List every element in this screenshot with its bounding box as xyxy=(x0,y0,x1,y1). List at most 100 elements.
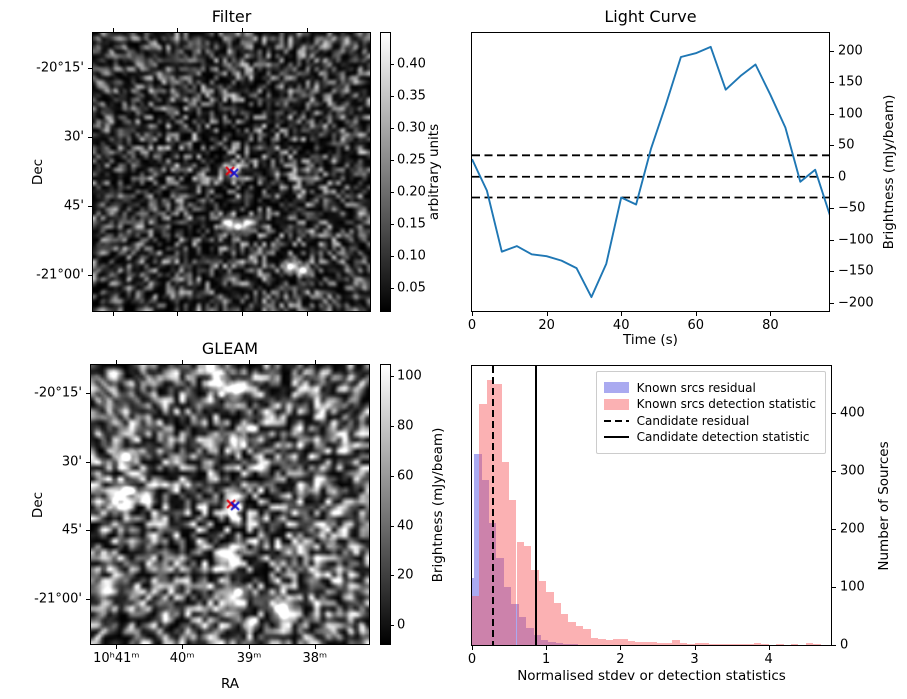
ra-tick-mark-top xyxy=(182,360,184,364)
lightcurve-y-tick-mark xyxy=(830,113,834,115)
colorbar-tick-mark xyxy=(391,96,394,98)
gleam-colorbar-label: Brightness (mJy/beam) xyxy=(430,427,446,582)
colorbar-tick-mark xyxy=(391,525,394,527)
histogram-x-tick-label: 2 xyxy=(616,652,625,667)
hist-bar-detection xyxy=(598,639,606,645)
hist-bar-detection xyxy=(583,629,591,645)
dec-tick-label: 30' xyxy=(63,129,84,145)
histogram-y-tick-label: 400 xyxy=(840,405,865,421)
histogram-x-tick-label: 3 xyxy=(690,652,699,667)
colorbar-tick-label: 100 xyxy=(397,368,422,384)
hist-bar-detection xyxy=(790,644,799,645)
dec-tick-label: 30' xyxy=(61,454,82,469)
legend-swatch-dashed-line-icon xyxy=(603,419,629,422)
dec-tick-label: -20°15' xyxy=(34,385,82,401)
legend-label: Known srcs residual xyxy=(636,380,756,395)
filter-plot-area xyxy=(92,32,371,312)
hist-bar-residual xyxy=(570,644,579,645)
lightcurve-y-tick-label: 150 xyxy=(838,74,863,90)
legend-item-known-srcs-detection: Known srcs detection statistic xyxy=(603,397,816,411)
legend-label: Known srcs detection statistic xyxy=(636,397,816,411)
lightcurve-y-tick-label: 50 xyxy=(838,137,855,153)
colorbar-tick-label: 0 xyxy=(397,617,406,633)
lightcurve-y-tick-label: 100 xyxy=(838,106,863,122)
ra-tick-mark xyxy=(249,645,251,649)
hist-bar-detection xyxy=(561,614,569,645)
hist-bar-residual xyxy=(518,617,527,645)
gleam-ylabel: Dec xyxy=(30,491,46,518)
hist-bar-residual xyxy=(540,640,549,645)
lightcurve-y-tick-mark xyxy=(830,145,834,147)
legend-item-candidate-residual: Candidate residual xyxy=(603,413,816,428)
legend-swatch-solid-line-icon xyxy=(603,436,629,438)
hist-bar-detection xyxy=(627,640,636,645)
hist-bar-detection xyxy=(753,643,762,645)
ra-tick-label: 40ᵐ xyxy=(169,651,195,666)
colorbar-tick-label: 0.40 xyxy=(397,56,426,72)
hist-bar-detection xyxy=(650,642,658,645)
colorbar-tick-label: 20 xyxy=(397,567,414,583)
colorbar-tick-mark xyxy=(391,625,394,627)
colorbar-tick-label: 60 xyxy=(397,468,414,484)
ra-tick-mark-top xyxy=(241,28,243,32)
hist-bar-residual xyxy=(511,604,519,645)
colorbar-tick-label: 0.25 xyxy=(397,152,426,168)
ra-tick-mark-top xyxy=(249,360,251,364)
hist-bar-detection xyxy=(672,640,680,645)
lightcurve-y-tick-mark xyxy=(830,208,834,210)
hist-bar-detection xyxy=(687,643,695,645)
colorbar-tick-mark xyxy=(391,63,394,65)
hist-bar-detection xyxy=(516,542,524,645)
hist-bar-detection xyxy=(612,639,621,645)
colorbar-tick-label: 0.20 xyxy=(397,184,426,200)
histogram-x-tick-mark xyxy=(620,646,622,650)
hist-bar-detection xyxy=(523,546,532,645)
colorbar-tick-mark xyxy=(391,475,394,477)
colorbar-tick-mark xyxy=(391,376,394,378)
ra-tick-mark-top xyxy=(177,28,179,32)
lightcurve-x-tick-label: 20 xyxy=(538,318,555,333)
lightcurve-x-tick-label: 0 xyxy=(467,318,477,333)
legend-label: Candidate residual xyxy=(636,413,750,428)
lightcurve-y-tick-mark xyxy=(830,82,834,84)
colorbar-tick-mark xyxy=(391,288,394,290)
hist-bar-detection xyxy=(553,602,561,645)
lightcurve-ylabel: Brightness (mJy/beam) xyxy=(881,94,897,250)
hist-bar-detection xyxy=(761,644,769,645)
hist-bar-detection xyxy=(501,462,510,645)
hist-bar-detection xyxy=(479,404,487,645)
ra-tick-mark xyxy=(241,312,243,316)
lightcurve-line-chart xyxy=(472,45,829,299)
hist-bar-detection xyxy=(590,638,599,645)
ra-tick-mark xyxy=(306,312,308,316)
hist-bar-detection xyxy=(538,580,547,645)
lightcurve-y-tick-label: −100 xyxy=(838,232,874,248)
hist-bar-detection xyxy=(486,379,495,645)
dec-tick-mark xyxy=(88,68,92,70)
hist-bar-detection xyxy=(657,642,665,645)
ra-tick-label: 10ʰ41ᵐ xyxy=(93,651,140,666)
dec-tick-mark xyxy=(86,392,90,394)
colorbar-tick-mark xyxy=(391,192,394,194)
lightcurve-y-tick-mark xyxy=(830,50,834,52)
filter-ylabel: Dec xyxy=(30,158,46,186)
gleam-colorbar xyxy=(380,364,391,645)
histogram-y-tick-mark xyxy=(832,645,836,646)
ra-tick-mark xyxy=(116,645,118,649)
colorbar-tick-mark xyxy=(391,160,394,162)
gleam-title: GLEAM xyxy=(201,339,259,358)
lightcurve-y-tick-label: −50 xyxy=(838,200,866,216)
hist-bar-detection xyxy=(694,643,702,645)
hist-bar-detection xyxy=(731,644,740,645)
hist-bar-detection xyxy=(746,644,754,645)
hist-bar-detection xyxy=(805,643,814,645)
histogram-x-tick-label: 0 xyxy=(467,652,477,667)
legend-item-known-srcs-residual: Known srcs residual xyxy=(603,380,816,395)
dec-tick-label: -21°00' xyxy=(34,591,82,607)
histogram-plot-area: Known srcs residual Known srcs detection… xyxy=(471,365,832,646)
hist-bar-residual xyxy=(555,643,564,645)
hist-bar-detection xyxy=(605,640,613,645)
hist-bar-residual xyxy=(496,558,504,645)
lightcurve-x-tick-mark xyxy=(695,312,697,316)
lightcurve-y-tick-mark xyxy=(830,239,834,241)
